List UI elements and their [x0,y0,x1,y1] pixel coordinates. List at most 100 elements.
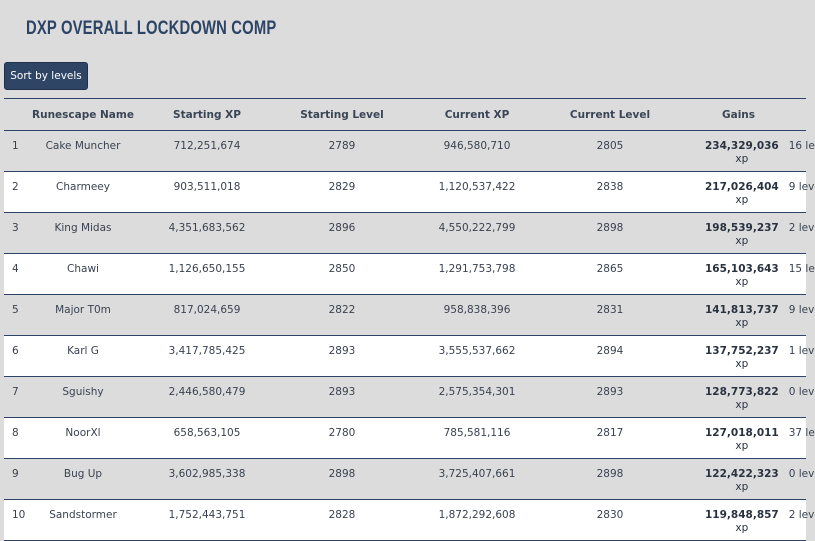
col-rank [4,98,26,131]
col-starting-xp: Starting XP [140,98,274,131]
gain-xp: 137,752,237 xp [705,345,779,371]
current-level-cell: 2831 [544,294,676,336]
xp-unit: xp [735,358,749,370]
gain-xp: 234,329,036 xp [705,140,779,166]
rank-cell: 6 [4,335,26,377]
gain-xp: 119,848,857 xp [705,509,779,535]
gain-levels: 2 levels [788,509,815,521]
starting-level-cell: 2828 [274,499,410,541]
current-xp-cell: 2,575,354,301 [410,376,544,418]
name-cell: Sandstormer [26,499,140,541]
starting-xp-cell: 4,351,683,562 [140,212,274,254]
current-level-cell: 2898 [544,458,676,500]
name-cell: Bug Up [26,458,140,500]
xp-unit: xp [735,317,749,329]
current-level-cell: 2893 [544,376,676,418]
current-xp-cell: 4,550,222,799 [410,212,544,254]
gain-levels: 1 levels [788,345,815,357]
table-row: 3 King Midas 4,351,683,562 2896 4,550,222,79… [4,212,815,254]
starting-xp-cell: 3,602,985,338 [140,458,274,500]
gain-levels: 9 levels [788,304,815,316]
current-level-cell: 2894 [544,335,676,377]
starting-level-cell: 2780 [274,417,410,459]
starting-xp-cell: 658,563,105 [140,417,274,459]
gain-levels: 0 levels [788,386,815,398]
starting-xp-cell: 2,446,580,479 [140,376,274,418]
table-row: 10 Sandstormer 1,752,443,751 2828 1,872,292,… [4,499,815,541]
starting-level-cell: 2829 [274,171,410,213]
xp-unit: xp [735,276,749,288]
starting-xp-cell: 3,417,785,425 [140,335,274,377]
current-xp-cell: 3,555,537,662 [410,335,544,377]
xp-unit: xp [735,194,749,206]
xp-unit: xp [735,235,749,247]
starting-xp-cell: 817,024,659 [140,294,274,336]
starting-level-cell: 2850 [274,253,410,295]
rank-cell: 8 [4,417,26,459]
gain-xp-value: 217,026,404 [705,181,779,193]
gain-xp-value: 234,329,036 [705,140,779,152]
rank-cell: 1 [4,130,26,172]
name-cell: King Midas [26,212,140,254]
starting-xp-cell: 712,251,674 [140,130,274,172]
gain-xp-value: 165,103,643 [705,263,779,275]
rank-cell: 4 [4,253,26,295]
gain-xp-value: 137,752,237 [705,345,779,357]
starting-xp-cell: 1,752,443,751 [140,499,274,541]
current-xp-cell: 1,872,292,608 [410,499,544,541]
xp-unit: xp [735,481,749,493]
table-row: 1 Cake Muncher 712,251,674 2789 946,580,710 2… [4,130,815,172]
current-xp-cell: 958,838,396 [410,294,544,336]
rank-cell: 5 [4,294,26,336]
gain-xp-value: 122,422,323 [705,468,779,480]
table-row: 9 Bug Up 3,602,985,338 2898 3,725,407,661 289… [4,458,815,500]
rank-cell: 2 [4,171,26,213]
sort-by-levels-button[interactable]: Sort by levels [4,62,88,90]
col-current-level: Current Level [544,98,676,131]
gain-xp: 141,813,737 xp [705,304,779,330]
gain-xp-value: 127,018,011 [705,427,779,439]
table-row: 8 NoorXl 658,563,105 2780 785,581,116 2817 127… [4,417,815,459]
name-cell: Charmeey [26,171,140,213]
gain-levels: 16 levels [788,140,815,152]
table-row: 7 Sguishy 2,446,580,479 2893 2,575,354,301 28… [4,376,815,418]
gain-levels: 2 levels [788,222,815,234]
name-cell: Karl G [26,335,140,377]
gain-xp-value: 128,773,822 [705,386,779,398]
leaderboard-table: Runescape Name Starting XP Starting Leve… [4,98,815,541]
rank-cell: 7 [4,376,26,418]
gain-levels: 37 levels [788,427,815,439]
rank-cell: 3 [4,212,26,254]
gain-xp-value: 198,539,237 [705,222,779,234]
gain-xp: 122,422,323 xp [705,468,779,494]
table-row: 2 Charmeey 903,511,018 2829 1,120,537,422 283… [4,171,815,213]
name-cell: Cake Muncher [26,130,140,172]
current-xp-cell: 946,580,710 [410,130,544,172]
gain-xp: 217,026,404 xp [705,181,779,207]
starting-level-cell: 2896 [274,212,410,254]
current-level-cell: 2817 [544,417,676,459]
rank-cell: 9 [4,458,26,500]
gain-levels: 15 levels [788,263,815,275]
current-xp-cell: 1,291,753,798 [410,253,544,295]
current-xp-cell: 785,581,116 [410,417,544,459]
current-xp-cell: 3,725,407,661 [410,458,544,500]
xp-unit: xp [735,440,749,452]
gain-levels: 0 levels [788,468,815,480]
current-xp-cell: 1,120,537,422 [410,171,544,213]
name-cell: Sguishy [26,376,140,418]
current-level-cell: 2805 [544,130,676,172]
starting-level-cell: 2893 [274,376,410,418]
starting-xp-cell: 903,511,018 [140,171,274,213]
current-level-cell: 2838 [544,171,676,213]
gain-xp: 128,773,822 xp [705,386,779,412]
